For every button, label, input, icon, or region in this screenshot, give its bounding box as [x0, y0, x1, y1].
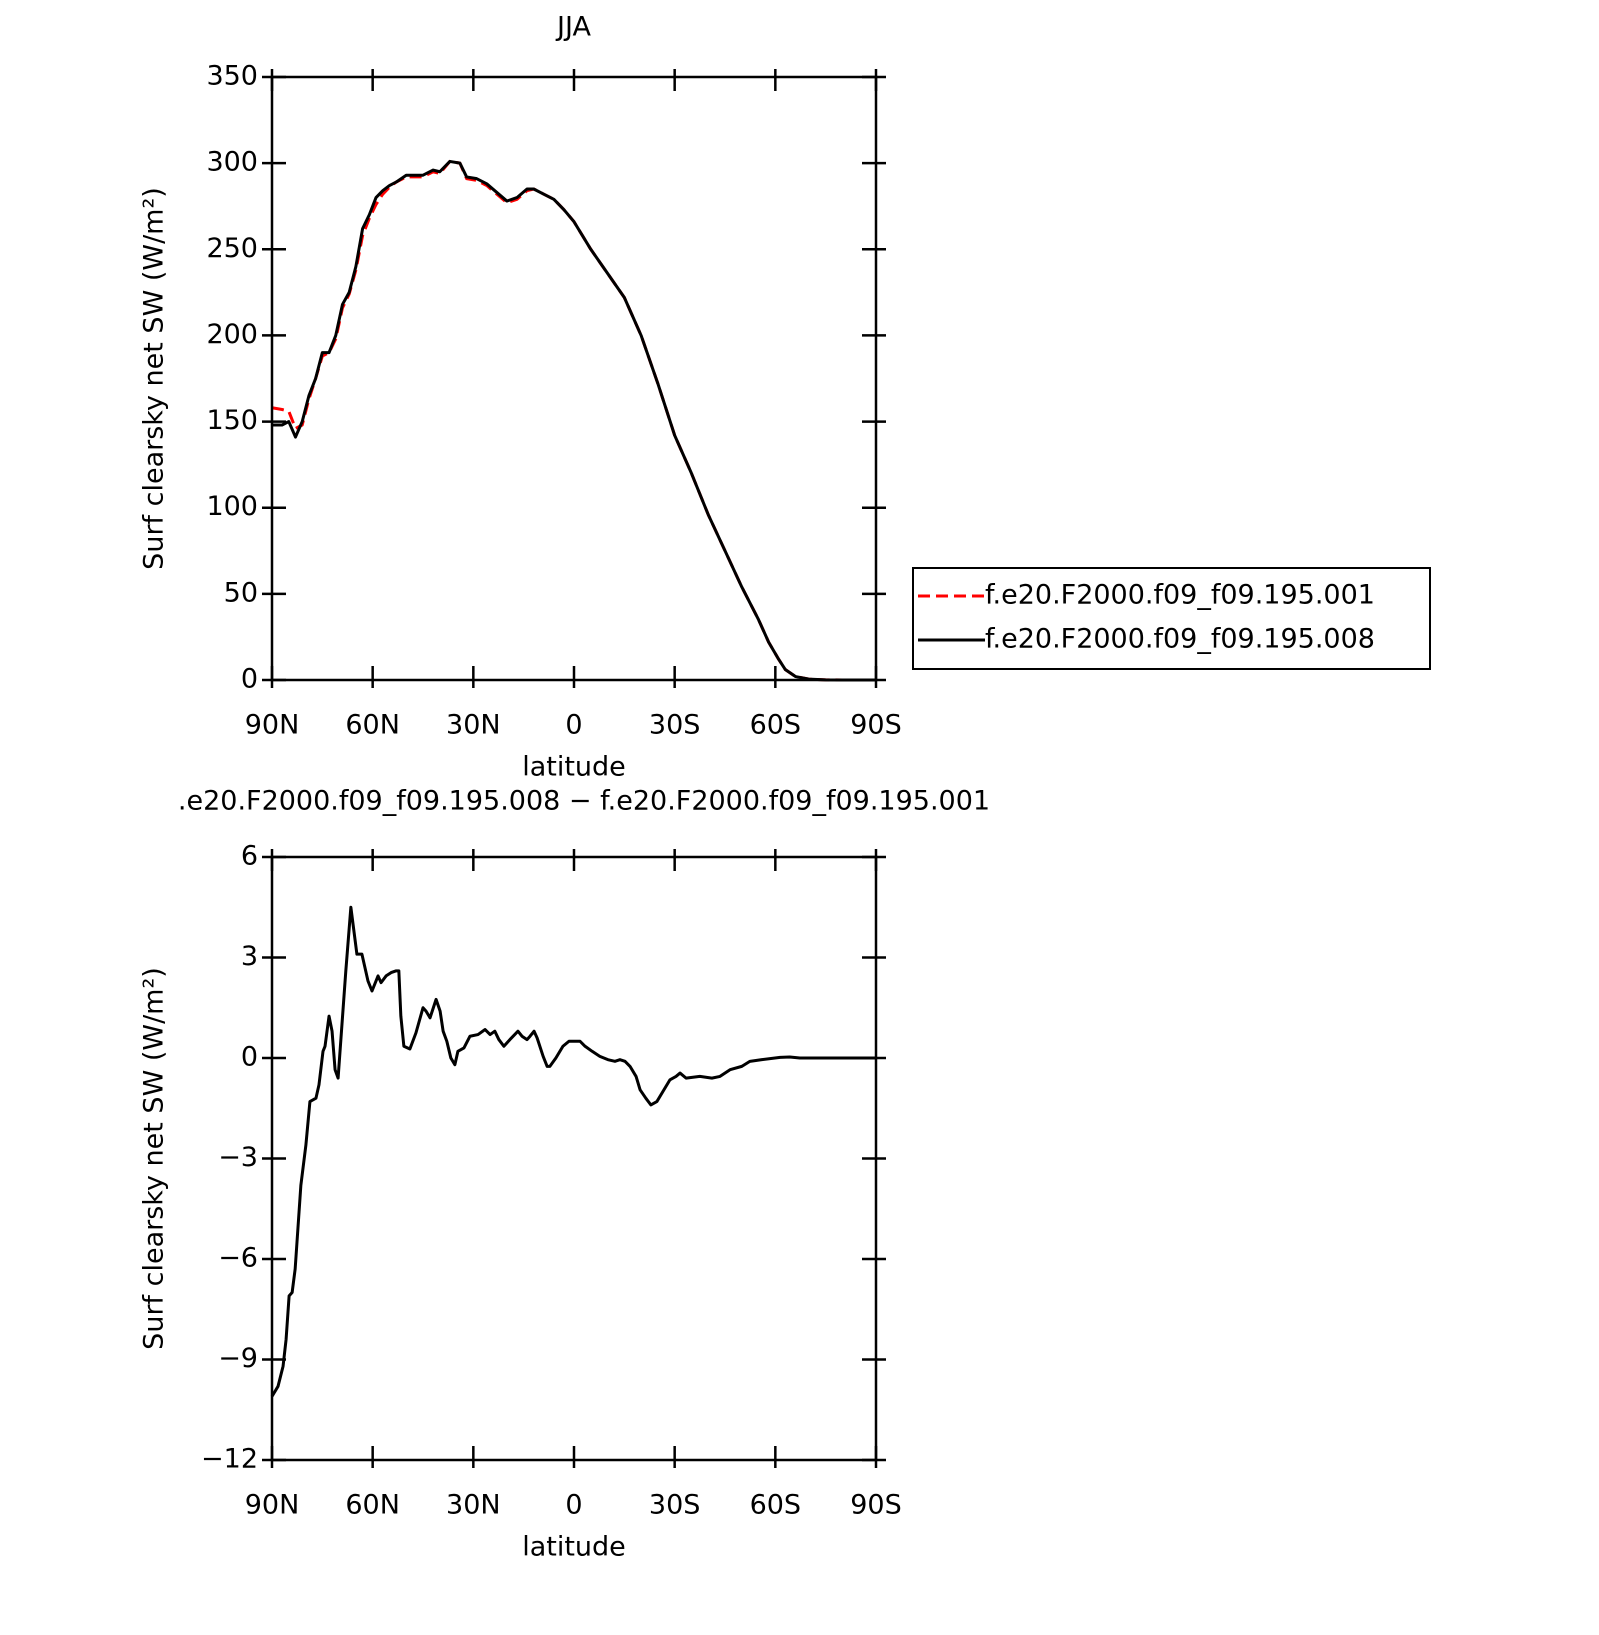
x-axis-label: latitude — [522, 1532, 626, 1563]
y-tick-label: 3 — [241, 941, 258, 972]
x-axis-label: latitude — [522, 752, 626, 783]
legend-label: f.e20.F2000.f09_f09.195.008 — [985, 624, 1375, 655]
chart-title: .e20.F2000.f09_f09.195.008 − f.e20.F2000… — [178, 786, 990, 817]
y-tick-label: 100 — [206, 491, 258, 522]
data-line — [270, 905, 876, 1398]
y-tick-label: 300 — [206, 147, 258, 178]
legend-label: f.e20.F2000.f09_f09.195.001 — [985, 580, 1375, 611]
y-tick-label: −3 — [218, 1142, 258, 1173]
plot-frame — [270, 75, 878, 682]
x-tick-label: 60S — [750, 710, 802, 741]
x-tick-label: 90S — [850, 710, 902, 741]
x-tick-label: 30N — [446, 1490, 501, 1521]
y-tick-label: 0 — [241, 664, 258, 695]
x-tick-label: 30N — [446, 710, 501, 741]
x-tick-label: 90N — [245, 710, 300, 741]
y-tick-label: −6 — [218, 1243, 258, 1274]
y-tick-label: −12 — [201, 1444, 258, 1475]
x-tick-label: 30S — [649, 1490, 701, 1521]
y-tick-label: 50 — [224, 577, 258, 608]
x-tick-label: 60N — [345, 710, 400, 741]
y-tick-label: 250 — [206, 233, 258, 264]
y-tick-label: 6 — [241, 841, 258, 872]
x-tick-label: 90N — [245, 1490, 300, 1521]
y-axis-label: Surf clearsky net SW (W/m²) — [139, 187, 170, 570]
y-tick-label: 0 — [241, 1042, 258, 1073]
y-axis-label: Surf clearsky net SW (W/m²) — [139, 967, 170, 1350]
plot-frame — [270, 855, 878, 1462]
x-tick-label: 60S — [750, 1490, 802, 1521]
x-tick-label: 60N — [345, 1490, 400, 1521]
y-tick-label: 200 — [206, 319, 258, 350]
data-line — [271, 159, 876, 682]
x-tick-label: 0 — [565, 710, 582, 741]
y-tick-label: 350 — [206, 61, 258, 92]
x-tick-label: 90S — [850, 1490, 902, 1521]
legend-box — [912, 567, 1431, 670]
x-tick-label: 30S — [649, 710, 701, 741]
data-line — [272, 159, 876, 682]
x-tick-label: 0 — [565, 1490, 582, 1521]
chart-title: JJA — [555, 12, 591, 43]
y-tick-label: 150 — [206, 405, 258, 436]
y-tick-label: −9 — [218, 1343, 258, 1374]
